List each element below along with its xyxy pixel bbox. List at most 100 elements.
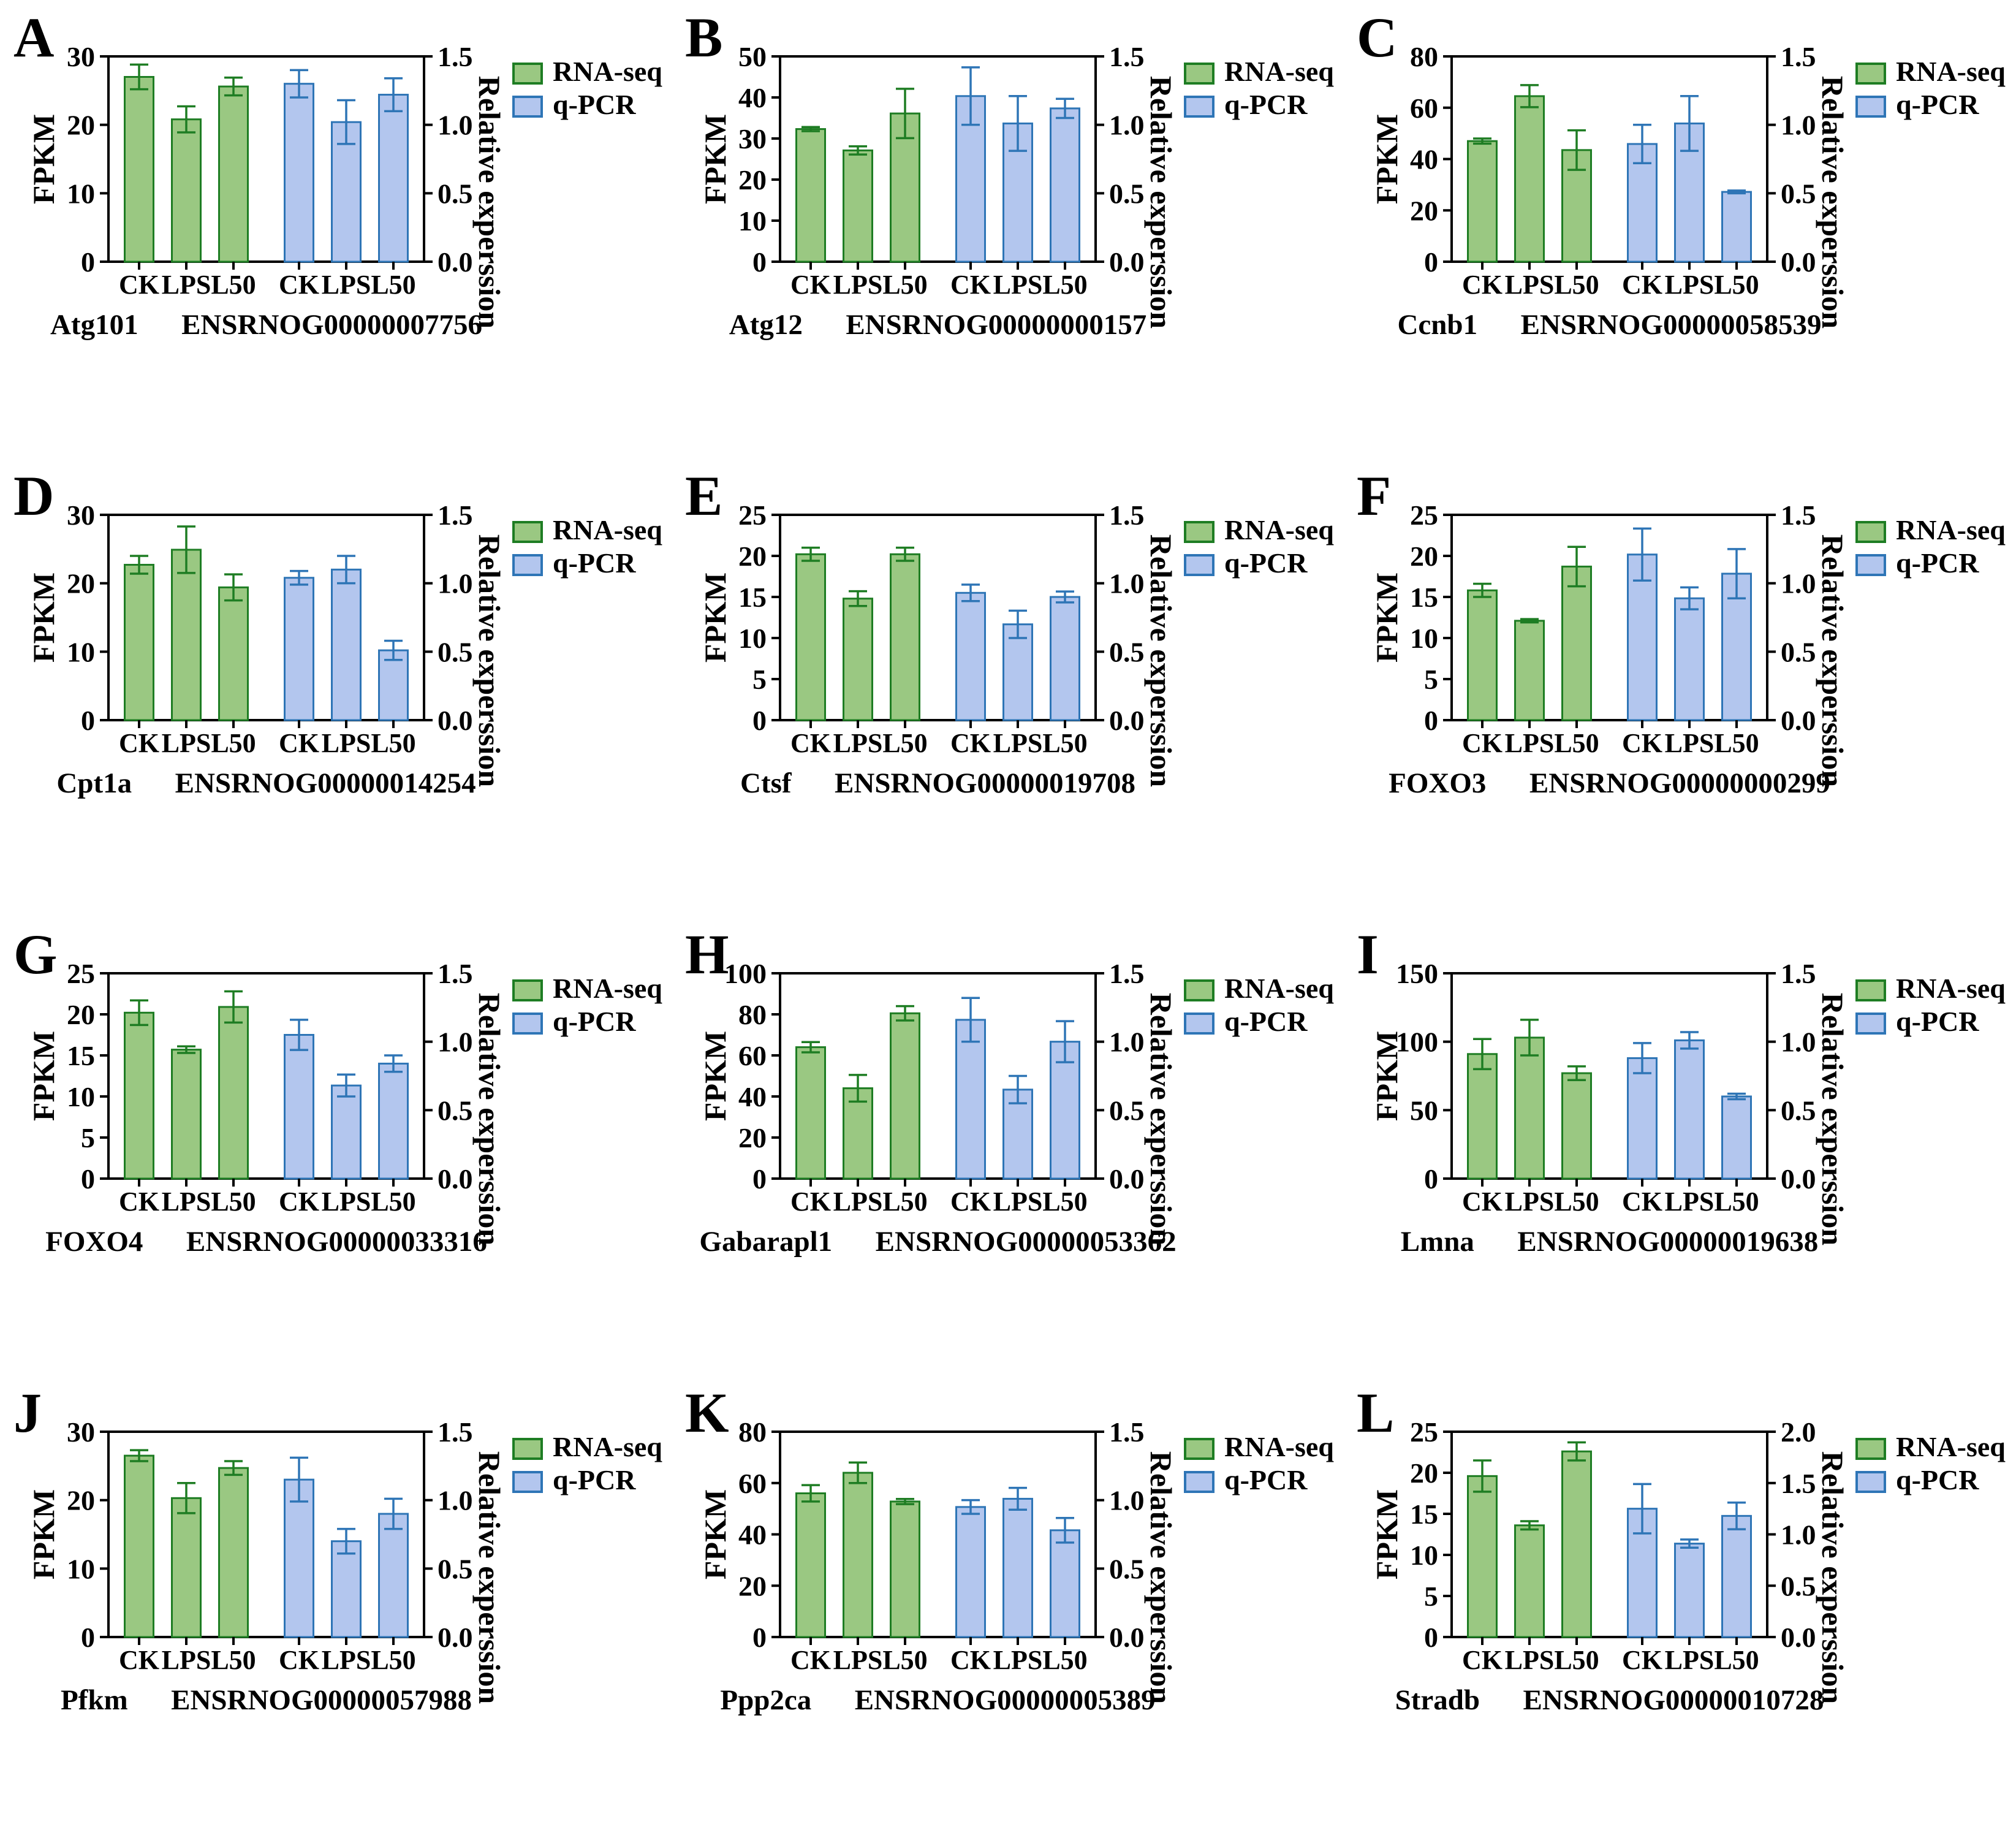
panel-I: I 0 50 100 150 0.0 0.5 1.0 1.5 CK LPS L50 CK LPS L50 FP… (1343, 917, 2015, 1375)
bar-RNA-seq-LPS (1514, 620, 1545, 721)
left-axis-tick-label: 0 (752, 705, 767, 736)
right-axis-tick-label: 0.0 (1109, 705, 1145, 736)
right-axis-tick-label: 0.5 (438, 1553, 473, 1584)
panel-D: D 0 10 20 30 0.0 0.5 1.0 1.5 CK LPS L50 CK LPS L50 FPKM… (0, 458, 672, 917)
category-label: LPS (162, 728, 211, 758)
left-axis-tick-label: 0 (81, 705, 95, 736)
left-axis-tick-label: 20 (738, 164, 767, 196)
plot-frame (779, 972, 1097, 1180)
right-axis-tick-label: 0.5 (1781, 1095, 1816, 1126)
panel-letter: B (685, 6, 722, 69)
left-axis-tick-label: 40 (738, 1519, 767, 1551)
panel-G: G 0 5 10 15 20 25 0.0 0.5 1.0 1.5 CK LPS L50 CK LPS L50 F… (0, 917, 672, 1375)
right-axis-title: Relative experssion (472, 993, 507, 1246)
left-axis-tick-label: 0 (752, 1622, 767, 1653)
bar-RNA-seq-LPS (843, 1087, 873, 1180)
legend-label-qpcr: q-PCR (1896, 89, 1979, 120)
right-axis-tick-label: 1.5 (1781, 500, 1816, 531)
category-label: LPS (993, 1187, 1043, 1217)
plot-frame (107, 55, 425, 263)
gene-id-label: Atg12 ENSRNOG00000000157 (729, 309, 1147, 341)
left-axis-title: FPKM (26, 1489, 61, 1579)
legend-label-qpcr: q-PCR (1224, 1464, 1308, 1495)
bar-q-PCR-CK (955, 1506, 986, 1638)
right-axis-title: Relative experssion (1144, 534, 1178, 788)
bar-RNA-seq-LPS (171, 549, 202, 721)
plot-frame (107, 514, 425, 721)
left-axis-tick-label: 80 (738, 999, 767, 1030)
legend-label-qpcr: q-PCR (1224, 547, 1308, 579)
category-label: L50 (1042, 728, 1087, 758)
legend-label-qpcr: q-PCR (553, 547, 636, 579)
category-label: CK (790, 1187, 831, 1217)
right-axis-tick-label: 1.0 (1109, 568, 1145, 599)
right-axis-tick-label: 1.5 (1781, 1468, 1816, 1499)
category-label: L50 (1714, 1645, 1759, 1675)
left-axis-tick-label: 100 (724, 958, 767, 989)
bar-q-PCR-CK (284, 1478, 314, 1638)
bar-q-PCR-CK (1627, 553, 1658, 721)
legend-label-rna-seq: RNA-seq (1224, 1431, 1334, 1462)
category-label: LPS (1505, 270, 1555, 300)
right-axis-tick-label: 0.0 (438, 246, 473, 278)
legend-label-rna-seq: RNA-seq (1224, 56, 1334, 87)
left-axis-tick-label: 10 (67, 636, 95, 667)
legend-label-qpcr: q-PCR (553, 1464, 636, 1495)
left-axis-tick-label: 5 (81, 1122, 95, 1153)
category-label: L50 (1554, 1645, 1599, 1675)
legend-swatch-rna-seq (512, 979, 543, 1001)
panel-letter: C (1357, 6, 1397, 69)
left-axis-tick-label: 15 (1410, 1499, 1438, 1530)
bar-RNA-seq-LPS (1514, 95, 1545, 263)
bar-RNA-seq-CK (124, 76, 154, 263)
bar-RNA-seq-CK (795, 1492, 826, 1638)
right-axis-tick-label: 0.0 (1781, 246, 1816, 278)
category-label: LPS (993, 1645, 1043, 1675)
bar-q-PCR-LPS (331, 568, 362, 721)
left-axis-tick-label: 40 (738, 82, 767, 113)
category-label: L50 (211, 1645, 256, 1675)
bar-RNA-seq-CK (124, 564, 154, 721)
bar-RNA-seq-CK (795, 128, 826, 263)
bar-RNA-seq-LPS (171, 1497, 202, 1638)
category-label: LPS (1505, 1187, 1555, 1217)
category-label: CK (950, 1645, 991, 1675)
left-axis-title: FPKM (698, 1031, 732, 1121)
bar-RNA-seq-CK (124, 1454, 154, 1638)
left-axis-tick-label: 25 (67, 958, 95, 989)
left-axis-tick-label: 30 (67, 1416, 95, 1448)
category-label: LPS (1665, 728, 1715, 758)
right-axis-title: Relative experssion (1816, 76, 1850, 329)
plot-frame (779, 55, 1097, 263)
category-label: LPS (1665, 1187, 1715, 1217)
right-axis-tick-label: 1.5 (1109, 41, 1145, 72)
legend-label-rna-seq: RNA-seq (553, 973, 662, 1004)
right-axis-tick-label: 1.0 (1109, 110, 1145, 141)
category-label: L50 (371, 1645, 415, 1675)
left-axis-title: FPKM (1370, 1489, 1404, 1579)
bar-RNA-seq-LPS (1514, 1524, 1545, 1638)
left-axis-tick-label: 20 (738, 1122, 767, 1153)
bar-q-PCR-L50 (1050, 1529, 1080, 1638)
legend-swatch-qpcr (512, 96, 543, 118)
panel-letter: G (13, 923, 58, 986)
category-label: CK (279, 1187, 319, 1217)
panel-letter: F (1357, 465, 1391, 527)
bar-q-PCR-CK (955, 1019, 986, 1180)
bar-RNA-seq-L50 (1561, 1450, 1592, 1638)
right-axis-title: Relative experssion (1816, 534, 1850, 788)
category-label: L50 (882, 270, 927, 300)
bar-RNA-seq-CK (1467, 1475, 1498, 1638)
category-label: CK (1622, 728, 1662, 758)
left-axis-tick-label: 60 (1410, 93, 1438, 124)
legend-label-rna-seq: RNA-seq (1224, 973, 1334, 1004)
left-axis-tick-label: 5 (1424, 1581, 1438, 1612)
legend-swatch-rna-seq (1855, 521, 1886, 543)
bar-RNA-seq-LPS (171, 118, 202, 263)
right-axis-tick-label: 0.0 (1781, 1163, 1816, 1195)
left-axis-tick-label: 25 (1410, 1416, 1438, 1448)
